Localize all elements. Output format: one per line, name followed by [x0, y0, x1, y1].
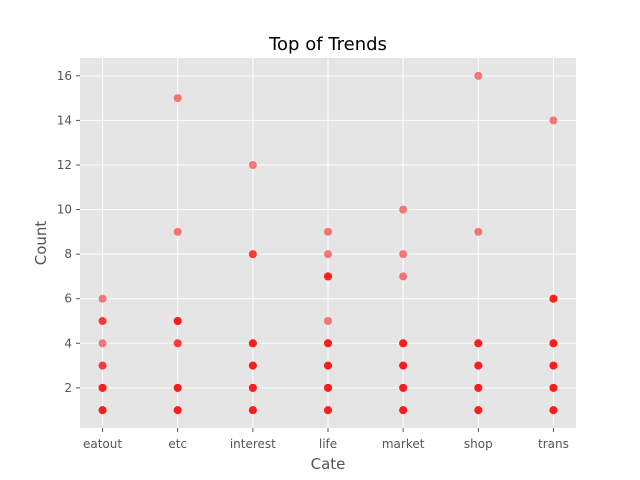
x-tick-label-interest: interest [230, 437, 276, 451]
data-point-etc-5 [173, 317, 182, 326]
data-point-etc-1 [173, 406, 182, 415]
data-point-life-7 [324, 272, 332, 281]
data-point-interest-3 [248, 361, 257, 370]
data-point-etc-4 [173, 339, 182, 348]
data-point-life-3 [324, 361, 332, 370]
data-point-market-4 [399, 339, 408, 348]
y-tick-label-2: 2 [64, 381, 72, 395]
data-points [98, 71, 558, 415]
x-axis-label: Cate [311, 455, 346, 473]
data-point-market-3 [399, 361, 408, 370]
data-point-shop-3 [474, 361, 483, 370]
data-point-trans-6 [549, 294, 558, 303]
y-tick-label-8: 8 [64, 247, 72, 261]
data-point-trans-2 [549, 383, 558, 392]
y-axis-label: Count [32, 221, 50, 266]
data-point-etc-9 [173, 227, 182, 236]
data-point-eatout-5 [98, 317, 107, 326]
data-point-trans-3 [549, 361, 558, 370]
data-point-etc-2 [173, 383, 182, 392]
y-tick-label-14: 14 [57, 113, 72, 127]
x-tick-label-etc: etc [168, 437, 187, 451]
data-point-shop-4 [474, 339, 483, 348]
chart-title: Top of Trends [268, 34, 387, 55]
data-point-interest-8 [248, 250, 257, 259]
data-point-market-7 [399, 272, 408, 281]
y-tick-labels: 2 4 6 8 10 12 14 16 [57, 69, 80, 395]
y-tick-label-10: 10 [57, 203, 72, 217]
data-point-life-8 [324, 250, 332, 259]
y-tick-label-16: 16 [57, 69, 72, 83]
data-point-market-8 [399, 250, 408, 259]
data-point-eatout-3 [98, 361, 107, 370]
data-point-life-4 [324, 339, 332, 348]
data-point-interest-4 [248, 339, 257, 348]
y-tick-label-12: 12 [57, 158, 72, 172]
data-point-interest-1 [248, 406, 257, 415]
y-tick-label-4: 4 [64, 336, 72, 350]
data-point-market-1 [399, 406, 408, 415]
data-point-shop-16 [474, 71, 483, 80]
data-point-interest-12 [248, 160, 257, 169]
x-tick-label-shop: shop [464, 437, 493, 451]
x-tick-label-trans: trans [538, 437, 569, 451]
data-point-life-1 [324, 406, 332, 415]
x-tick-label-eatout: eatout [83, 437, 122, 451]
data-point-trans-4 [549, 339, 558, 348]
data-point-shop-2 [474, 383, 483, 392]
y-tick-label-6: 6 [64, 292, 72, 306]
data-point-interest-2 [248, 383, 257, 392]
x-tick-labels: eatout etc interest life market shop trans [83, 428, 569, 451]
data-point-shop-1 [474, 406, 483, 415]
data-point-shop-9 [474, 227, 483, 236]
data-point-eatout-1 [98, 406, 107, 415]
data-point-market-2 [399, 383, 408, 392]
data-point-etc-15 [173, 94, 182, 103]
data-point-life-2 [324, 383, 332, 392]
data-point-eatout-2 [98, 383, 107, 392]
data-point-life-9 [324, 227, 332, 236]
data-point-life-5 [324, 317, 332, 326]
data-point-market-10 [399, 205, 408, 214]
data-point-trans-14 [549, 116, 558, 125]
x-tick-label-life: life [319, 437, 337, 451]
x-tick-label-market: market [382, 437, 425, 451]
data-point-eatout-4 [98, 339, 107, 348]
data-point-trans-1 [549, 406, 558, 415]
data-point-eatout-6 [98, 294, 107, 303]
